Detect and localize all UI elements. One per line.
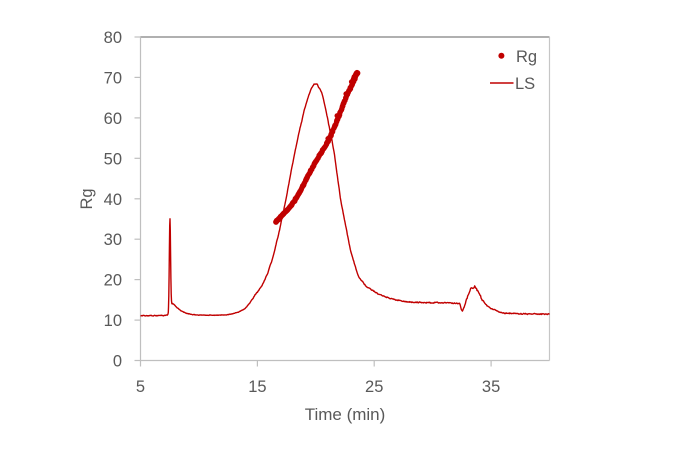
svg-text:5: 5 — [136, 378, 145, 396]
svg-text:70: 70 — [104, 69, 122, 87]
svg-text:35: 35 — [482, 378, 500, 396]
svg-text:80: 80 — [104, 29, 122, 47]
svg-text:25: 25 — [365, 378, 383, 396]
svg-text:10: 10 — [104, 312, 122, 330]
svg-text:Rg: Rg — [516, 48, 537, 66]
svg-text:40: 40 — [104, 191, 122, 209]
svg-text:60: 60 — [104, 110, 122, 128]
svg-text:Time (min): Time (min) — [305, 405, 386, 424]
svg-text:Rg: Rg — [78, 188, 96, 209]
svg-text:50: 50 — [104, 150, 122, 168]
svg-text:0: 0 — [113, 353, 122, 371]
svg-text:30: 30 — [104, 231, 122, 249]
svg-text:LS: LS — [515, 75, 535, 93]
svg-text:15: 15 — [248, 378, 266, 396]
svg-text:20: 20 — [104, 272, 122, 290]
